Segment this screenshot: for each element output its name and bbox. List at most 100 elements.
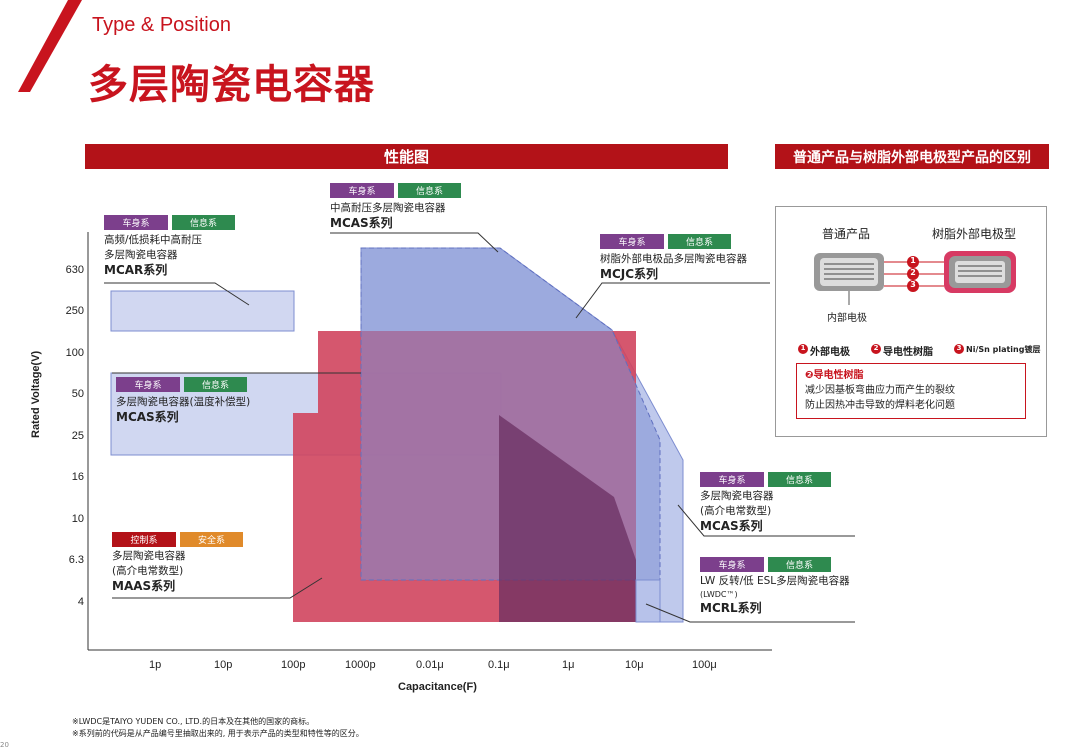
x-tick: 1μ	[562, 659, 575, 671]
series-name: MCRL系列	[700, 601, 762, 615]
y-tick: 25	[71, 430, 84, 442]
annotation-mcrl: LW 反转/低 ESL多层陶瓷电容器 (LWDC™) MCRL系列	[700, 574, 850, 616]
x-tick: 0.1μ	[488, 659, 510, 671]
tag-body: 车身系	[700, 557, 764, 572]
tag-info: 信息系	[184, 377, 247, 392]
y-tick: 4	[77, 596, 84, 608]
series-name: MCAS系列	[330, 216, 393, 230]
footnote: ※LWDC是TAIYO YUDEN CO., LTD.的日本及在其他的国家的商标…	[72, 717, 315, 726]
y-tick: 50	[71, 388, 84, 400]
leader-mcar	[104, 282, 250, 306]
marker-3	[907, 280, 919, 292]
legend-outer-electrode: 外部电极	[810, 347, 850, 358]
x-tick: 10μ	[625, 659, 644, 671]
annotation-mcas-top: 中高耐压多层陶瓷电容器 MCAS系列	[330, 201, 446, 231]
legend-bullet-1	[798, 344, 808, 354]
annotation-mcas-temp: 多层陶瓷电容器(温度补偿型) MCAS系列	[116, 395, 250, 425]
chart-header-text: 性能图	[383, 148, 429, 166]
annotation-mcas-right: 多层陶瓷电容器 (高介电常数型) MCAS系列	[700, 489, 774, 534]
leader-maas	[112, 577, 323, 599]
tag-safety: 安全系	[180, 532, 243, 547]
page-number: 20	[0, 741, 9, 749]
x-axis-label: Capacitance(F)	[398, 681, 477, 693]
page-title: 多层陶瓷电容器	[88, 62, 375, 108]
y-tick: 10	[71, 513, 84, 525]
series-name: MCAR系列	[104, 263, 168, 277]
y-tick: 100	[65, 347, 84, 359]
marker-2	[907, 268, 919, 280]
annotation-maas: 多层陶瓷电容器 (高介电常数型) MAAS系列	[112, 549, 186, 594]
legend-plating: Ni/Sn plating镀层	[966, 345, 1041, 354]
annotation-text: (LWDC™)	[700, 590, 738, 599]
normal-product-label: 普通产品	[822, 227, 871, 241]
x-tick-labels: 1p 10p 100p 1000p 0.01μ 0.1μ 1μ 10μ 100μ	[0, 659, 1080, 675]
leader-mcas-top	[330, 232, 499, 253]
series-name: MCJC系列	[600, 267, 659, 281]
y-axis-label: Rated Voltage(V)	[30, 350, 42, 438]
region-mcar	[110, 290, 295, 332]
series-name: MAAS系列	[112, 579, 176, 593]
annotation-text: 多层陶瓷电容器	[112, 550, 186, 562]
legend-bullet-2	[871, 344, 881, 354]
marker-label-1: 1	[910, 256, 916, 265]
tag-body: 车身系	[600, 234, 664, 249]
tag-info: 信息系	[668, 234, 731, 249]
annotation-text: LW 反转/低 ESL多层陶瓷电容器	[700, 575, 850, 587]
tag-body: 车身系	[116, 377, 180, 392]
tag-info: 信息系	[172, 215, 235, 230]
tag-info: 信息系	[768, 472, 831, 487]
footnote: ※系列前的代码是从产品编号里抽取出来的, 用于表示产品的类型和特性等的区分。	[72, 729, 364, 738]
benefit-line: 防止因热冲击导致的焊料老化问题	[805, 400, 955, 411]
tag-control: 控制系	[112, 532, 176, 547]
annotation-text: 高频/低损耗中高耐压	[104, 234, 203, 246]
tag-body: 车身系	[104, 215, 168, 230]
y-tick-labels: 630 250 100 50 25 16 10 6.3 4	[40, 0, 84, 748]
y-tick: 630	[65, 264, 84, 276]
y-tick: 250	[65, 305, 84, 317]
leader-mcas-right	[677, 504, 855, 537]
series-name: MCAS系列	[116, 410, 179, 424]
marker-label-3: 3	[910, 280, 916, 289]
series-name: MCAS系列	[700, 519, 763, 533]
annotation-mcjc: 树脂外部电极品多层陶瓷电容器 MCJC系列	[600, 252, 747, 282]
legend-number-2: 2	[873, 344, 879, 352]
inner-electrode-label: 内部电极	[827, 313, 867, 324]
x-tick: 100p	[281, 659, 306, 671]
header-slash-decoration	[18, 0, 82, 92]
annotation-text: 树脂外部电极品多层陶瓷电容器	[600, 253, 747, 265]
benefit-title: ❷导电性树脂	[805, 370, 864, 381]
x-tick: 10p	[214, 659, 233, 671]
comparison-panel: 普通产品 树脂外部电极型 1 2 3 内部电极 1 2 3 外部电极 导电性树脂	[775, 206, 1047, 437]
chart-header-bar: 性能图	[85, 144, 728, 169]
leader-mcrl	[645, 603, 855, 623]
tag-info: 信息系	[768, 557, 831, 572]
x-tick: 1p	[149, 659, 162, 671]
annotation-text: (高介电常数型)	[700, 505, 772, 517]
side-header-text: 普通产品与树脂外部电极型产品的区别	[793, 149, 1031, 166]
y-tick: 6.3	[68, 554, 84, 566]
page-subtitle: Type & Position	[92, 14, 231, 36]
resin-product-label: 树脂外部电极型	[932, 227, 1017, 241]
region-mcrl	[635, 579, 661, 623]
annotation-text: (高介电常数型)	[112, 565, 184, 577]
x-tick: 100μ	[692, 659, 717, 671]
y-tick: 16	[71, 471, 84, 483]
annotation-text: 多层陶瓷电容器(温度补偿型)	[116, 396, 251, 408]
x-tick: 0.01μ	[416, 659, 444, 671]
tag-info: 信息系	[398, 183, 461, 198]
leader-mcjc	[575, 282, 770, 319]
side-header-bar: 普通产品与树脂外部电极型产品的区别	[775, 144, 1049, 169]
x-tick: 1000p	[345, 659, 376, 671]
tag-body: 车身系	[330, 183, 394, 198]
legend-conductive-resin: 导电性树脂	[883, 347, 933, 358]
region-dark-overlap	[499, 415, 636, 622]
annotation-mcar: 高频/低损耗中高耐压 多层陶瓷电容器 MCAR系列	[104, 233, 202, 278]
marker-1	[907, 256, 919, 268]
annotation-text: 多层陶瓷电容器	[104, 249, 178, 261]
legend-number-3: 3	[956, 344, 962, 352]
capacitor-diagram	[798, 251, 1016, 354]
annotation-text: 中高耐压多层陶瓷电容器	[330, 202, 446, 214]
benefit-line: 减少因基板弯曲应力而产生的裂纹	[805, 385, 955, 396]
legend-number-1: 1	[800, 344, 806, 352]
